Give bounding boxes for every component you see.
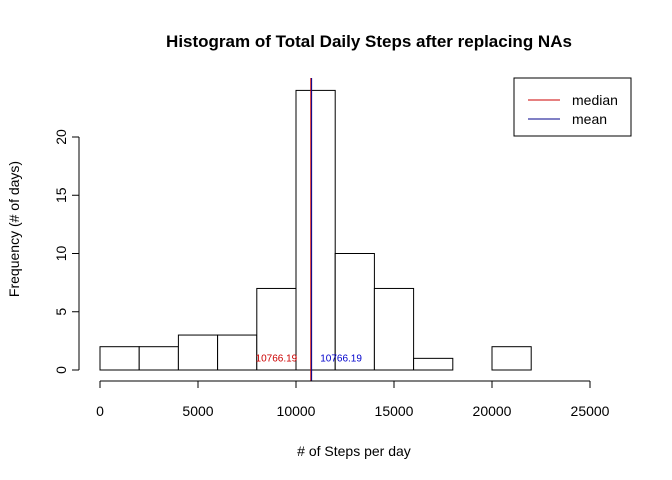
y-tick-label-4: 20 xyxy=(53,129,69,145)
y-axis-label: Frequency (# of days) xyxy=(6,161,22,297)
x-tick-label-1: 5000 xyxy=(182,403,213,419)
y-tick-label-1: 5 xyxy=(53,308,69,316)
legend-box xyxy=(513,77,632,137)
x-axis: 0 5000 10000 15000 20000 25000 xyxy=(96,380,610,419)
histogram-bar-2 xyxy=(177,334,219,371)
chart-title: Histogram of Total Daily Steps after rep… xyxy=(166,32,572,51)
annotation-0: 10766.19 xyxy=(256,353,298,364)
legend-label-median: median xyxy=(572,92,618,108)
histogram-bar-4 xyxy=(256,287,297,371)
histogram-bar-6 xyxy=(334,253,375,371)
histogram-bar-10 xyxy=(491,346,532,371)
y-axis: 0 5 10 15 20 xyxy=(53,129,80,374)
annotation-1: 10766.19 xyxy=(320,353,362,364)
x-tick-label-0: 0 xyxy=(96,403,104,419)
bars-group xyxy=(99,89,532,371)
histogram-bar-7 xyxy=(373,287,415,371)
legend-label-mean: mean xyxy=(572,111,607,127)
x-tick-label-2: 10000 xyxy=(277,403,316,419)
x-tick-label-3: 15000 xyxy=(375,403,414,419)
annotations-group: 10766.19 10766.19 xyxy=(256,353,363,364)
x-tick-label-4: 20000 xyxy=(473,403,512,419)
histogram-bar-5 xyxy=(295,89,336,371)
x-axis-label: # of Steps per day xyxy=(297,443,411,459)
y-tick-label-2: 10 xyxy=(53,246,69,262)
reference-lines xyxy=(310,78,313,381)
histogram-bar-8 xyxy=(413,357,454,371)
x-tick-label-5: 25000 xyxy=(571,403,610,419)
legend: median mean xyxy=(513,77,632,137)
histogram-bar-3 xyxy=(217,334,258,371)
histogram-bar-0 xyxy=(99,346,140,371)
histogram-bar-1 xyxy=(138,346,179,371)
y-tick-label-0: 0 xyxy=(53,366,69,374)
y-tick-label-3: 15 xyxy=(53,187,69,203)
